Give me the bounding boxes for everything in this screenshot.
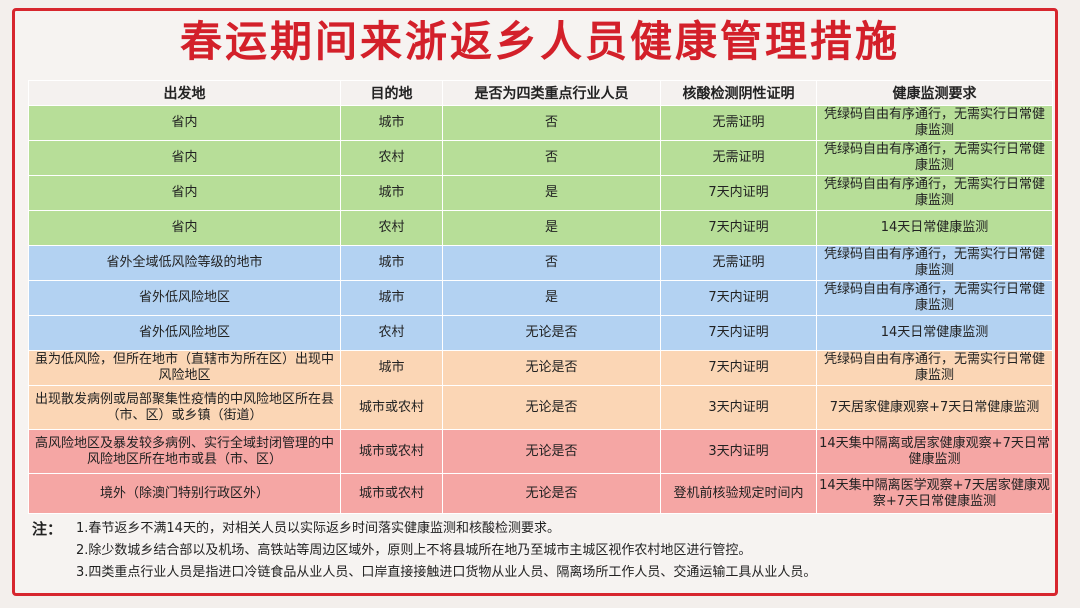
key-industry-cell: 否 [442,245,661,281]
table-row: 省内 城市否无需证明 凭绿码自由有序通行，无需实行日常健康监测 [28,105,1053,141]
key-industry-cell: 无论是否 [442,350,661,386]
origin-cell: 省内 [28,140,341,176]
destination-cell: 城市 [340,350,443,386]
nucleic-test-cell: 7天内证明 [660,175,817,211]
nucleic-test-cell: 7天内证明 [660,315,817,351]
table-row: 虽为低风险，但所在地市（直辖市为所在区）出现中风险地区 城市 无论是否 7天内证明 凭绿… [28,350,1053,386]
key-industry-cell: 否 [442,105,661,141]
health-monitoring-cell: 14天集中隔离或居家健康观察+7天日常健康监测 [816,429,1053,474]
nucleic-test-cell: 无需证明 [660,140,817,176]
table-row: 省内 城市是 7天内证明 凭绿码自由有序通行，无需实行日常健康监测 [28,175,1053,211]
table-row: 省外全域低风险等级的地市 城市否无需证明 凭绿码自由有序通行，无需实行日常健康监测 [28,245,1053,281]
destination-cell: 农村 [340,315,443,351]
health-monitoring-cell: 14天日常健康监测 [816,315,1053,351]
origin-cell: 省外全域低风险等级的地市 [28,245,341,281]
nucleic-test-cell: 7天内证明 [660,280,817,316]
destination-cell: 城市 [340,175,443,211]
key-industry-cell: 否 [442,140,661,176]
table-row: 境外（除澳门特别行政区外） 城市或农村 无论是否 登机前核验规定时间内 14天集中隔离医… [28,473,1053,514]
health-monitoring-cell: 14天集中隔离医学观察+7天居家健康观察+7天日常健康监测 [816,473,1053,514]
key-industry-cell: 是 [442,175,661,211]
nucleic-test-cell: 7天内证明 [660,350,817,386]
table-row: 省内 农村是 7天内证明 14天日常健康监测 [28,210,1053,246]
health-monitoring-cell: 14天日常健康监测 [816,210,1053,246]
nucleic-test-cell: 3天内证明 [660,385,817,430]
page-title: 春运期间来浙返乡人员健康管理措施 [179,17,900,66]
table-row: 省内 农村否无需证明 凭绿码自由有序通行，无需实行日常健康监测 [28,140,1053,176]
table-row: 省外低风险地区 农村 无论是否 7天内证明 14天日常健康监测 [28,315,1053,351]
health-monitoring-cell: 7天居家健康观察+7天日常健康监测 [816,385,1053,430]
destination-cell: 城市或农村 [340,429,443,474]
health-monitoring-cell: 凭绿码自由有序通行，无需实行日常健康监测 [816,105,1053,141]
destination-cell: 农村 [340,210,443,246]
destination-cell: 城市 [340,245,443,281]
origin-cell: 虽为低风险，但所在地市（直辖市为所在区）出现中风险地区 [28,350,341,386]
destination-cell: 城市或农村 [340,385,443,430]
table-row: 出现散发病例或局部聚集性疫情的中风险地区所在县（市、区）或乡镇（街道） 城市或农村… [28,385,1053,430]
key-industry-cell: 是 [442,280,661,316]
nucleic-test-cell: 登机前核验规定时间内 [660,473,817,514]
health-monitoring-cell: 凭绿码自由有序通行，无需实行日常健康监测 [816,245,1053,281]
header-nucleic-test: 核酸检测阴性证明 [660,80,817,106]
destination-cell: 城市或农村 [340,473,443,514]
note-item: 2.除少数城乡结合部以及机场、高铁站等周边区域外，原则上不将县城所在地乃至城市主… [76,543,752,558]
key-industry-cell: 无论是否 [442,473,661,514]
header-origin: 出发地 [28,80,341,106]
destination-cell: 城市 [340,280,443,316]
note-item: 3.四类重点行业人员是指进口冷链食品从业人员、口岸直接接触进口货物从业人员、隔离… [76,565,817,580]
health-monitoring-cell: 凭绿码自由有序通行，无需实行日常健康监测 [816,140,1053,176]
key-industry-cell: 是 [442,210,661,246]
health-measures-table: 出发地 目的地 是否为四类重点行业人员 核酸检测阴性证明 健康监测要求 省内 城市… [28,80,1053,514]
key-industry-cell: 无论是否 [442,385,661,430]
nucleic-test-cell: 7天内证明 [660,210,817,246]
origin-cell: 高风险地区及暴发较多病例、实行全域封闭管理的中风险地区所在地市或县（市、区） [28,429,341,474]
notes-label: 注： [32,520,63,538]
header-health-monitoring: 健康监测要求 [816,80,1053,106]
origin-cell: 省外低风险地区 [28,315,341,351]
destination-cell: 城市 [340,105,443,141]
nucleic-test-cell: 3天内证明 [660,429,817,474]
header-key-industry: 是否为四类重点行业人员 [442,80,661,106]
table-row: 省外低风险地区 城市是 7天内证明 凭绿码自由有序通行，无需实行日常健康监测 [28,280,1053,316]
origin-cell: 出现散发病例或局部聚集性疫情的中风险地区所在县（市、区）或乡镇（街道） [28,385,341,430]
notes-section: 注： 1.春节返乡不满14天的，对相关人员以实际返乡时间落实健康监测和核酸检测要… [32,518,1042,584]
nucleic-test-cell: 无需证明 [660,245,817,281]
header-destination: 目的地 [340,80,443,106]
health-monitoring-cell: 凭绿码自由有序通行，无需实行日常健康监测 [816,280,1053,316]
origin-cell: 省外低风险地区 [28,280,341,316]
origin-cell: 省内 [28,210,341,246]
note-item: 1.春节返乡不满14天的，对相关人员以实际返乡时间落实健康监测和核酸检测要求。 [76,521,560,536]
origin-cell: 省内 [28,175,341,211]
key-industry-cell: 无论是否 [442,315,661,351]
table-row: 高风险地区及暴发较多病例、实行全域封闭管理的中风险地区所在地市或县（市、区） 城市… [28,429,1053,474]
origin-cell: 省内 [28,105,341,141]
health-monitoring-cell: 凭绿码自由有序通行，无需实行日常健康监测 [816,175,1053,211]
nucleic-test-cell: 无需证明 [660,105,817,141]
destination-cell: 农村 [340,140,443,176]
key-industry-cell: 无论是否 [442,429,661,474]
origin-cell: 境外（除澳门特别行政区外） [28,473,341,514]
table-header-row: 出发地 目的地 是否为四类重点行业人员 核酸检测阴性证明 健康监测要求 [28,80,1053,106]
health-monitoring-cell: 凭绿码自由有序通行，无需实行日常健康监测 [816,350,1053,386]
